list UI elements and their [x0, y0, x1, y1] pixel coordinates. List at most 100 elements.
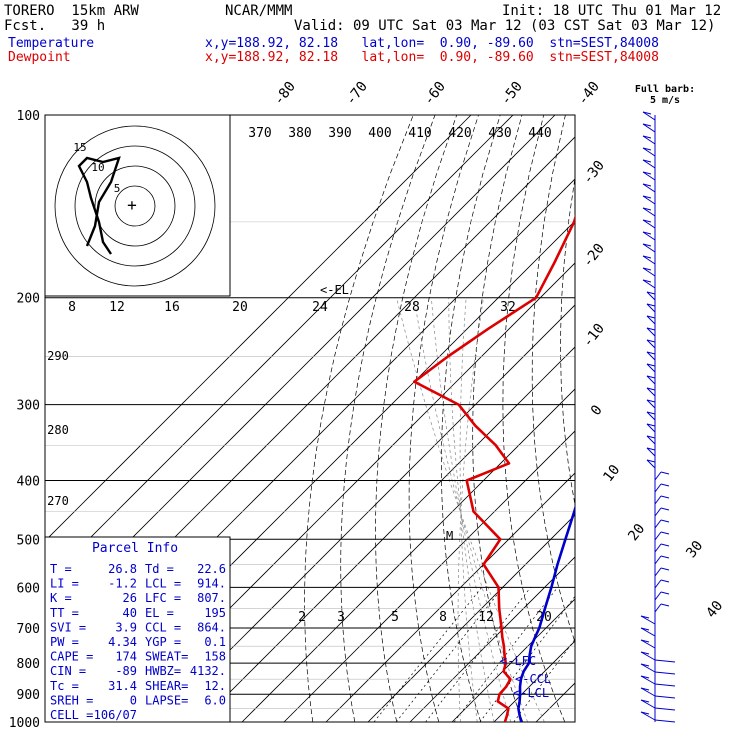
barb-flag: [646, 387, 656, 391]
wind-barb: [640, 663, 676, 675]
barb-flag: [640, 663, 650, 667]
level-marker: <-LFC: [500, 654, 536, 668]
wind-barb: [646, 447, 656, 457]
barb-shaft: [646, 375, 656, 385]
wind-barb: [646, 327, 656, 337]
barb-flag: [654, 659, 676, 663]
theta-label: 430: [488, 126, 511, 141]
wind-barb: [654, 507, 670, 517]
parcel-key: LFC =: [145, 591, 181, 605]
barb-shaft: [642, 159, 656, 169]
barb-flag: [646, 375, 656, 379]
isotherm-line: [45, 115, 472, 542]
barb-shaft: [640, 663, 656, 673]
level-markers: <-EL M <-LFC <-CCL<-LCL: [320, 283, 551, 700]
barb-legend-line1: Full barb:: [635, 84, 695, 95]
dewpoint-location: x,y=188.92, 82.18 lat,lon= 0.90, -89.60 …: [205, 50, 659, 65]
wind-barb: [640, 687, 676, 699]
wind-barb: [642, 267, 656, 277]
barb-shaft: [654, 567, 662, 577]
isotherm-line: [157, 304, 575, 722]
mixing-ratio-line: [453, 587, 558, 722]
barb-shaft: [642, 111, 656, 121]
barb-flag: [660, 531, 670, 535]
plot-border: [44, 114, 576, 723]
isotherm-label: -50: [498, 79, 526, 109]
barb-flag: [660, 543, 670, 547]
barb-flag: [660, 555, 670, 559]
wind-barb: [642, 135, 656, 145]
barb-shaft: [654, 543, 662, 553]
dry-adiabat-line: [641, 115, 740, 722]
barb-flag: [646, 339, 656, 343]
parcel-key: LCL =: [145, 577, 181, 591]
isotherm-label: 0: [588, 402, 606, 418]
isotherm-line: [451, 598, 575, 722]
parcel-key: CIN =: [50, 664, 86, 678]
wind-barb: [646, 435, 656, 445]
hodograph-rings: [54, 125, 216, 287]
mixing-ratio-label: 3: [337, 610, 345, 625]
barb-shaft: [646, 303, 656, 313]
wind-barb: [640, 615, 656, 625]
barb-shaft: [640, 651, 656, 661]
pressure-label: 800: [17, 657, 40, 672]
barb-shaft: [646, 399, 656, 409]
mixing-ratio-labels: 2 3 5 8 12 20: [298, 610, 552, 625]
parcel-value: 31.4: [108, 679, 137, 693]
wind-barb: [646, 387, 656, 397]
barb-shaft: [654, 591, 662, 601]
dry-adiabat-line: [715, 115, 740, 722]
barb-flag: [642, 243, 652, 247]
barb-shaft: [646, 315, 656, 325]
parcel-key: LI =: [50, 577, 79, 591]
theta-label: 390: [328, 126, 351, 141]
barb-shaft: [654, 471, 662, 481]
level-marker: <-LCL: [513, 686, 549, 700]
theta-label: 270: [47, 494, 69, 508]
barb-flag: [660, 567, 670, 571]
barb-flag: [646, 327, 656, 331]
parcel-value: 3.9: [115, 620, 137, 634]
hodograph-ring: [114, 185, 156, 227]
parcel-key: CCL =: [145, 620, 181, 634]
hodograph: +5 10 15: [44, 114, 231, 297]
barb-flag: [642, 159, 652, 163]
moist-adiabat-line: [459, 297, 478, 722]
barb-shaft: [642, 183, 656, 193]
parcel-key: EL =: [145, 606, 174, 620]
isotherm-line: [409, 556, 575, 722]
barb-shaft: [642, 123, 656, 133]
dewpoint-legend: Dewpoint: [8, 50, 71, 65]
wind-barb: [642, 243, 656, 253]
barb-shaft: [646, 327, 656, 337]
barb-shaft: [646, 291, 656, 301]
wind-barb: [642, 279, 656, 289]
barb-flag: [646, 351, 656, 355]
theta-label: 380: [288, 126, 311, 141]
pressure-label: 900: [17, 688, 40, 703]
barb-shaft: [654, 579, 662, 589]
wind-scale-label: 28: [404, 300, 420, 315]
parcel-info-panel: Parcel Info T = 26.8 Td = 22.6 LI = -1.2 LCL = 9…: [44, 536, 231, 723]
wind-scale-label: 12: [109, 300, 125, 315]
hodograph-ring: [94, 165, 176, 247]
wind-barb: [654, 567, 670, 577]
isotherm-line: [45, 115, 514, 584]
barb-flag: [642, 147, 652, 151]
mixing-ratio-label: 8: [439, 610, 447, 625]
wind-barb: [640, 675, 676, 687]
wind-scale-label: 20: [232, 300, 248, 315]
wind-barb: [654, 519, 670, 529]
theta-labels: 370 380 390 400 410 420 430 440 290 280 270: [47, 126, 552, 508]
wind-scale-label: 24: [312, 300, 328, 315]
dry-adiabat-line: [304, 115, 414, 722]
pressure-label: 500: [17, 533, 40, 548]
mixing-ratio-line: [479, 595, 575, 722]
barb-flag: [640, 651, 650, 655]
barb-flag: [660, 603, 670, 607]
theta-label: 440: [528, 126, 551, 141]
mixing-ratio-line: [395, 587, 504, 722]
barb-flag: [642, 267, 652, 271]
hodograph-trace: [77, 156, 121, 255]
